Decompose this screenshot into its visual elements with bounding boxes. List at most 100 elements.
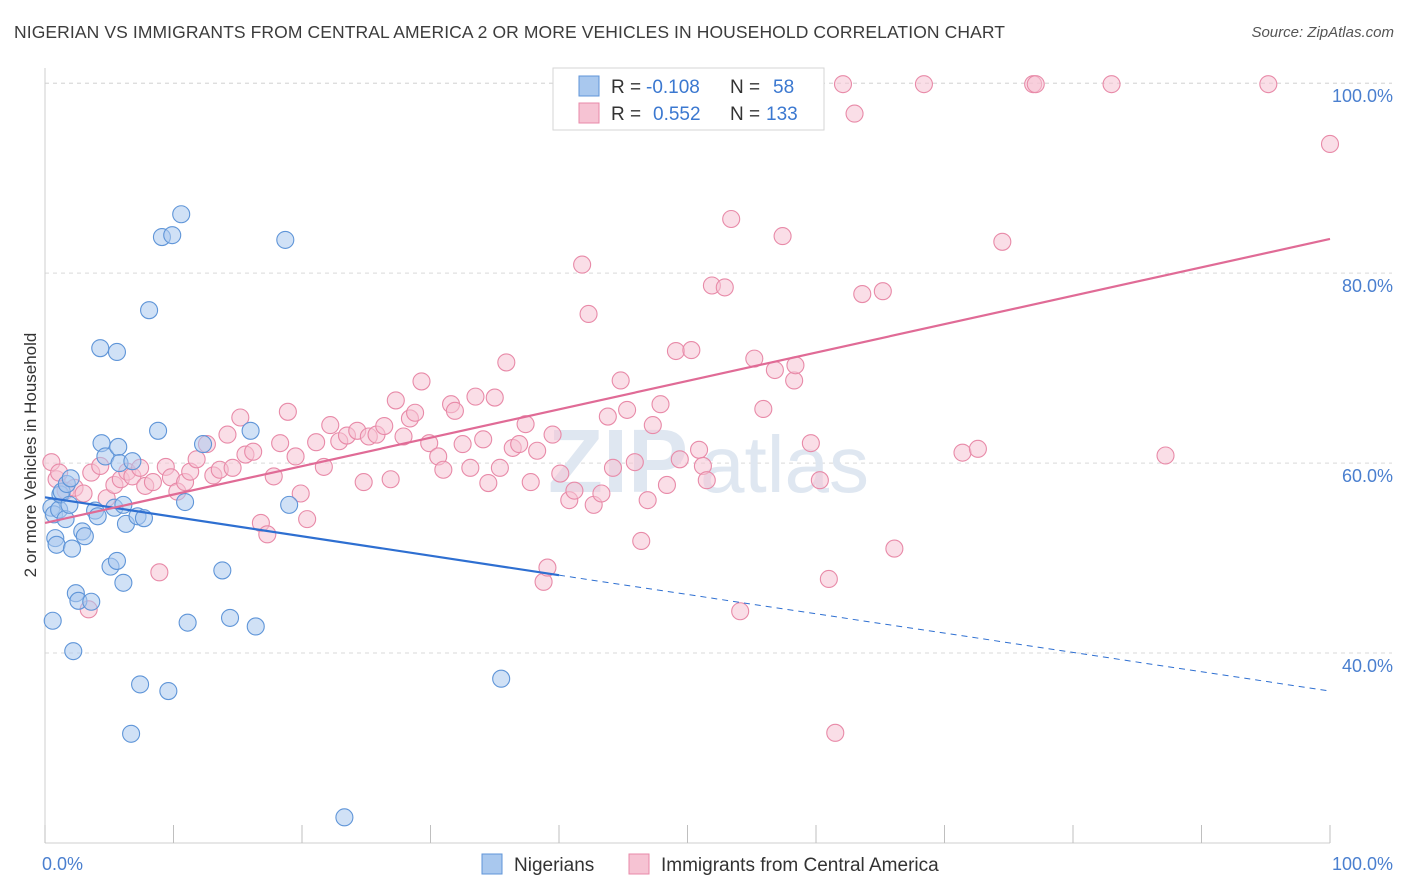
- immigrants-point-93: [657, 475, 676, 494]
- immigrants-point-16: [143, 473, 162, 492]
- immigrants-point-113: [833, 75, 853, 94]
- immigrants-point-72: [521, 473, 540, 492]
- immigrants-point-61: [453, 435, 472, 454]
- nigerians-point-38: [140, 301, 159, 320]
- legend-n-value-1: 58: [773, 77, 794, 98]
- immigrants-point-65: [479, 473, 498, 493]
- nigerians-point-42: [163, 226, 182, 245]
- nigerians-point-11: [61, 469, 80, 488]
- source-label: Source: ZipAtlas.com: [1251, 24, 1394, 41]
- immigrants-point-107: [773, 227, 792, 246]
- legend-r-label-1: R =: [611, 77, 641, 98]
- legend-swatch-nigerians: [578, 75, 600, 97]
- legend-n-label-2: N =: [730, 104, 760, 125]
- immigrants-point-58: [434, 460, 453, 479]
- immigrants-point-67: [490, 458, 509, 477]
- immigrants-point-84: [598, 407, 617, 426]
- immigrants-point-96: [682, 341, 701, 360]
- y-tick-labels: 40.0% 60.0% 80.0% 100.0%: [1332, 86, 1393, 676]
- nigerians-point-33: [122, 724, 141, 743]
- bottom-legend-swatch-nigerians: [481, 853, 503, 875]
- immigrants-point-110: [801, 434, 820, 453]
- immigrants-point-60: [445, 401, 464, 420]
- nigerians-point-50: [246, 617, 265, 636]
- legend-n-label-1: N =: [730, 77, 760, 98]
- immigrants-point-81: [579, 304, 598, 324]
- immigrants-point-102: [722, 209, 741, 229]
- axes: [44, 68, 1331, 844]
- immigrants-point-40: [307, 433, 326, 452]
- immigrants-point-97: [690, 440, 709, 459]
- immigrants-point-31: [244, 442, 263, 461]
- immigrants-trend-line: [44, 237, 1331, 525]
- immigrants-point-39: [298, 510, 317, 529]
- nigerians-point-27: [107, 551, 127, 570]
- chart-title: NIGERIAN VS IMMIGRANTS FROM CENTRAL AMER…: [14, 22, 1006, 42]
- x-tick-label-0: 0.0%: [42, 854, 83, 874]
- y-tick-label-3: 100.0%: [1332, 86, 1393, 106]
- immigrants-point-33: [258, 525, 277, 544]
- immigrants-point-108: [785, 371, 804, 390]
- immigrants-point-90: [638, 491, 657, 510]
- immigrants-point-115: [845, 104, 864, 123]
- immigrants-point-114: [826, 723, 845, 742]
- nigerians-point-45: [178, 613, 197, 632]
- immigrants-point-36: [278, 402, 297, 421]
- nigerians-point-52: [280, 495, 299, 514]
- series-immigrants-central-america: [42, 75, 1340, 742]
- immigrants-point-105: [754, 399, 773, 419]
- immigrants-point-119: [914, 75, 933, 94]
- nigerians-point-28: [109, 437, 128, 457]
- nigerians-point-18: [82, 592, 101, 611]
- nigerians-point-39: [149, 421, 168, 440]
- immigrants-point-126: [1156, 446, 1175, 465]
- immigrants-point-62: [461, 458, 480, 477]
- trend-lines: [44, 237, 1331, 692]
- immigrants-point-64: [474, 430, 493, 449]
- immigrants-point-92: [651, 395, 670, 414]
- immigrants-point-46: [354, 473, 373, 492]
- immigrants-point-122: [993, 232, 1012, 251]
- legend-n-value-2: 133: [766, 104, 798, 125]
- immigrants-point-83: [592, 484, 611, 503]
- immigrants-point-68: [497, 353, 516, 372]
- immigrants-point-79: [565, 481, 584, 500]
- nigerians-point-43: [172, 205, 191, 224]
- immigrants-point-120: [953, 443, 972, 462]
- nigerians-point-51: [276, 230, 295, 249]
- immigrants-point-95: [670, 450, 689, 469]
- immigrants-point-51: [386, 391, 405, 410]
- immigrants-point-86: [611, 371, 630, 390]
- nigerians-point-34: [123, 452, 142, 471]
- legend-r-value-1: -0.108: [646, 77, 700, 98]
- y-tick-label-0: 40.0%: [1342, 656, 1393, 676]
- y-tick-label-2: 80.0%: [1342, 276, 1393, 296]
- immigrants-point-94: [666, 341, 685, 361]
- immigrants-point-37: [286, 447, 305, 466]
- nigerians-point-4: [43, 611, 62, 630]
- nigerians-point-53: [335, 808, 354, 827]
- nigerians-point-26: [107, 342, 127, 362]
- y-axis-label: 2 or more Vehicles in Household: [21, 333, 40, 578]
- immigrants-point-87: [618, 400, 637, 419]
- immigrants-point-112: [819, 569, 838, 589]
- immigrants-point-128: [1320, 134, 1340, 154]
- immigrants-point-42: [321, 416, 340, 435]
- immigrants-point-99: [697, 471, 716, 490]
- immigrants-point-66: [485, 388, 504, 407]
- immigrants-point-73: [528, 441, 547, 460]
- immigrants-point-77: [551, 464, 570, 483]
- nigerians-point-48: [220, 608, 240, 627]
- nigerians-point-12: [62, 539, 82, 558]
- immigrants-point-35: [271, 434, 290, 453]
- bottom-legend-label-nigerians: Nigerians: [514, 855, 594, 876]
- nigerians-point-49: [241, 421, 260, 440]
- immigrants-point-38: [291, 484, 310, 503]
- immigrants-point-117: [873, 282, 892, 301]
- immigrants-point-23: [187, 450, 206, 469]
- immigrants-point-121: [968, 439, 987, 458]
- nigerians-point-10: [60, 495, 79, 514]
- correlation-legend: R = -0.108 N = 58 R = 0.552 N = 133: [552, 67, 825, 131]
- immigrants-point-76: [543, 425, 562, 444]
